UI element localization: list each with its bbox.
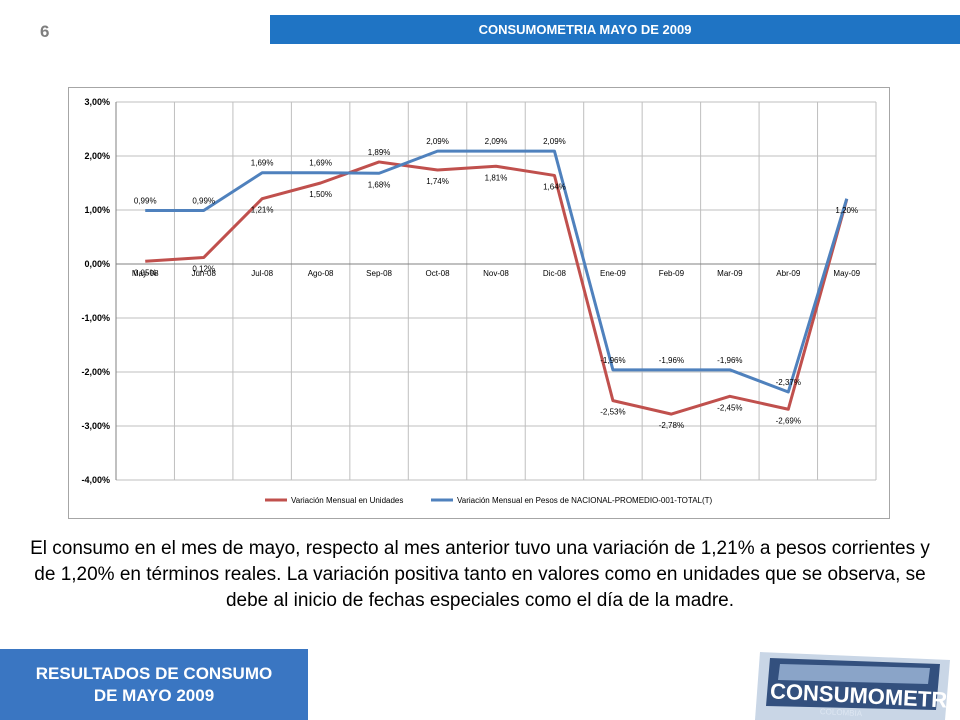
data-label: 2,09%	[426, 137, 449, 146]
data-label: 2,09%	[485, 137, 508, 146]
chart-container: 3,00% 2,00% 1,00% 0,00% -1,00% -2,00% -3,00% -4…	[68, 87, 890, 519]
data-label: 2,09%	[543, 137, 566, 146]
series-line-pesos	[145, 149, 849, 394]
results-box: RESULTADOS DE CONSUMO DE MAYO 2009	[0, 649, 308, 720]
data-label: -2,53%	[600, 408, 625, 417]
y-tick-label: 3,00%	[84, 97, 110, 107]
data-label: 1,21%	[251, 206, 274, 215]
data-label: 0,05%	[134, 268, 157, 277]
data-label: 0,12%	[192, 265, 215, 274]
logo-sub: COLOMBIA	[820, 707, 863, 718]
consumometria-logo: CONSUMOMETRIA COLOMBIA	[740, 640, 960, 720]
y-tick-label: 2,00%	[84, 151, 110, 161]
x-tick-label: Abr-09	[776, 269, 801, 278]
y-tick-label: 0,00%	[84, 259, 110, 269]
y-tick-label: -2,00%	[81, 367, 110, 377]
data-label: -2,37%	[776, 378, 801, 387]
x-tick-label: Feb-09	[659, 269, 685, 278]
series-line-unidades	[145, 160, 849, 416]
x-tick-label: Oct-08	[426, 269, 451, 278]
x-tick-label: May-08	[132, 269, 159, 278]
data-label: 1,69%	[309, 159, 332, 168]
data-label: 1,69%	[251, 159, 274, 168]
x-tick-label: May-09	[833, 269, 860, 278]
data-label: 0,99%	[192, 197, 215, 206]
x-tick-label: Jul-08	[251, 269, 273, 278]
data-label: -2,69%	[776, 416, 801, 425]
y-tick-label: -3,00%	[81, 421, 110, 431]
x-tick-label: Jun-08	[191, 269, 216, 278]
header-bar: CONSUMOMETRIA MAYO DE 2009	[270, 15, 960, 44]
y-tick-label: -4,00%	[81, 475, 110, 485]
x-tick-label: Dic-08	[543, 269, 567, 278]
data-label: -2,45%	[717, 403, 742, 412]
data-label: 1,89%	[368, 148, 391, 157]
data-label: 1,81%	[485, 173, 508, 182]
header-title: CONSUMOMETRIA MAYO DE 2009	[478, 22, 692, 37]
x-tick-label: Mar-09	[717, 269, 743, 278]
data-label: 1,74%	[426, 177, 449, 186]
data-label: -2,78%	[659, 421, 684, 430]
legend-label: Variación Mensual en Pesos de NACIONAL-P…	[457, 496, 713, 505]
x-tick-label: Ene-09	[600, 269, 626, 278]
line-chart: 3,00% 2,00% 1,00% 0,00% -1,00% -2,00% -3,00% -4…	[81, 97, 877, 505]
results-box-line2: DE MAYO 2009	[93, 685, 215, 705]
x-tick-label: Ago-08	[308, 269, 334, 278]
y-tick-label: -1,00%	[81, 313, 110, 323]
data-label: 1,20%	[835, 206, 858, 215]
data-label: -1,96%	[600, 356, 625, 365]
data-label: 1,50%	[309, 190, 332, 199]
data-label: -1,96%	[717, 356, 742, 365]
body-paragraph: El consumo en el mes de mayo, respecto a…	[30, 538, 930, 611]
legend-label: Variación Mensual en Unidades	[291, 496, 403, 505]
data-label: 1,68%	[368, 180, 391, 189]
data-label: 1,64%	[543, 182, 566, 191]
data-label: 0,99%	[134, 197, 157, 206]
data-label: -1,96%	[659, 356, 684, 365]
x-tick-label: Sep-08	[366, 269, 392, 278]
results-box-line1: RESULTADOS DE CONSUMO	[35, 663, 273, 683]
page-number: 6	[40, 22, 50, 41]
y-tick-label: 1,00%	[84, 205, 110, 215]
x-tick-label: Nov-08	[483, 269, 509, 278]
